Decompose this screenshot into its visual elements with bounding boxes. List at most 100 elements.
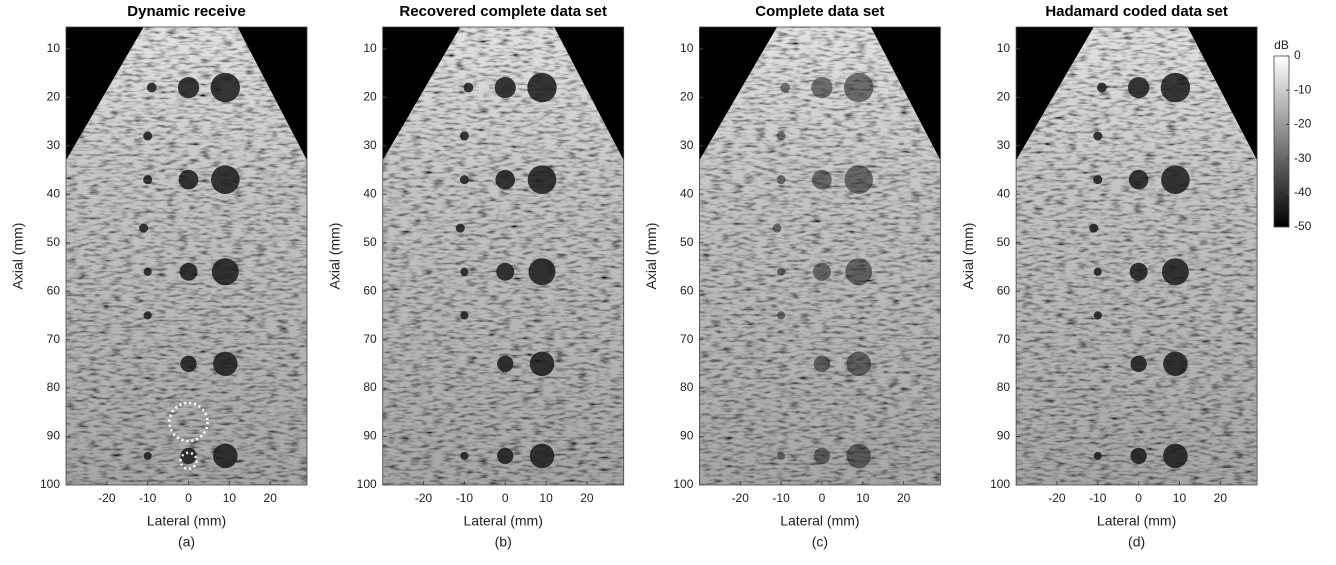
x-tick-label: -10: [772, 491, 790, 505]
x-tick-label: 0: [502, 491, 509, 505]
cyst: [146, 82, 157, 93]
colorbar-tick-label: 0: [1294, 48, 1301, 62]
y-tick-label: 100: [990, 477, 1010, 491]
y-axis-label: Axial (mm): [960, 223, 976, 290]
cyst: [180, 355, 197, 373]
colorbar-gradient: [1273, 55, 1290, 228]
sector: [66, 27, 307, 485]
cyst: [1163, 443, 1188, 469]
x-tick-label: -10: [456, 491, 474, 505]
cyst: [178, 169, 199, 190]
y-axis-label: Axial (mm): [10, 223, 26, 290]
cyst: [495, 169, 516, 190]
y-tick-label: 100: [673, 477, 693, 491]
cyst: [1093, 451, 1102, 461]
cyst: [1093, 131, 1103, 141]
y-tick-label: 100: [357, 477, 377, 491]
cyst: [179, 262, 198, 281]
y-tick-label: 30: [47, 138, 61, 152]
cyst: [177, 76, 200, 99]
cyst: [210, 72, 241, 103]
cyst: [1128, 76, 1150, 99]
cyst: [527, 165, 557, 194]
cyst: [463, 82, 474, 93]
cyst: [776, 175, 786, 185]
cyst: [460, 311, 469, 320]
x-axis-label: Lateral (mm): [780, 513, 859, 529]
y-tick-label: 90: [680, 429, 694, 443]
y-tick-label: 70: [997, 332, 1011, 346]
cyst: [496, 262, 515, 281]
y-axis-label: Axial (mm): [326, 223, 342, 290]
cyst: [777, 451, 786, 461]
y-tick-label: 60: [363, 283, 377, 297]
cyst: [460, 451, 469, 461]
y-tick-label: 20: [363, 89, 377, 103]
cyst: [213, 351, 238, 377]
cyst: [813, 355, 831, 373]
cyst: [772, 223, 782, 233]
y-tick-label: 20: [680, 89, 694, 103]
y-tick-label: 30: [997, 138, 1011, 152]
cyst: [494, 76, 516, 99]
y-tick-label: 50: [680, 235, 694, 249]
cyst: [1128, 169, 1149, 190]
x-tick-label: 10: [223, 491, 237, 505]
x-tick-label: 10: [856, 491, 870, 505]
cyst: [1089, 223, 1099, 233]
sector: [699, 27, 941, 485]
cyst: [455, 223, 465, 233]
cyst: [497, 355, 514, 373]
sector: [1016, 27, 1258, 485]
cyst: [777, 267, 786, 276]
cyst: [1129, 262, 1148, 281]
x-tick-label: 20: [264, 491, 278, 505]
image-content: [1016, 27, 1258, 485]
caption: (d): [1128, 534, 1145, 550]
cyst: [143, 131, 153, 141]
cyst: [812, 262, 831, 281]
cyst: [777, 311, 786, 320]
cyst: [143, 175, 153, 185]
cyst: [813, 447, 831, 465]
x-tick-label: 0: [1135, 491, 1142, 505]
cyst: [143, 311, 152, 320]
axes-frame: [65, 26, 308, 486]
cyst: [845, 258, 873, 286]
y-tick-label: 100: [40, 477, 60, 491]
cyst: [844, 72, 874, 103]
y-tick-label: 10: [363, 41, 377, 55]
y-tick-label: 80: [363, 380, 377, 394]
cyst: [139, 223, 149, 233]
x-tick-label: -20: [732, 491, 750, 505]
cyst: [812, 169, 832, 190]
y-tick-label: 40: [47, 186, 61, 200]
x-axis-label: Lateral (mm): [464, 513, 543, 529]
y-tick-label: 80: [997, 380, 1011, 394]
colorbar-tick-label: -50: [1294, 219, 1312, 233]
axes-frame: [382, 26, 625, 486]
image-panel: 10 20 30 40 50 60 70 80 90 100 -20 -10 0 10 20 Hadamard…: [960, 3, 1258, 550]
cyst: [527, 72, 557, 103]
cyst: [529, 351, 555, 377]
caption: (a): [178, 534, 195, 550]
y-tick-label: 90: [47, 429, 61, 443]
cyst: [846, 351, 871, 377]
image-content: [699, 27, 941, 485]
x-tick-label: 20: [580, 491, 594, 505]
y-tick-label: 20: [47, 89, 61, 103]
x-tick-label: 20: [897, 491, 911, 505]
colorbar-tick-label: -20: [1294, 117, 1312, 131]
cyst: [1163, 351, 1188, 377]
colorbar-label: dB: [1274, 38, 1289, 52]
x-tick-label: 20: [1214, 491, 1228, 505]
y-tick-label: 40: [997, 186, 1011, 200]
y-tick-label: 70: [363, 332, 377, 346]
image-content: [382, 27, 624, 485]
colorbar-tick-label: -40: [1294, 185, 1312, 199]
x-tick-label: 10: [1173, 491, 1187, 505]
cyst: [1093, 311, 1102, 320]
chart-title: Dynamic receive: [127, 3, 245, 20]
x-tick-label: -20: [415, 491, 433, 505]
